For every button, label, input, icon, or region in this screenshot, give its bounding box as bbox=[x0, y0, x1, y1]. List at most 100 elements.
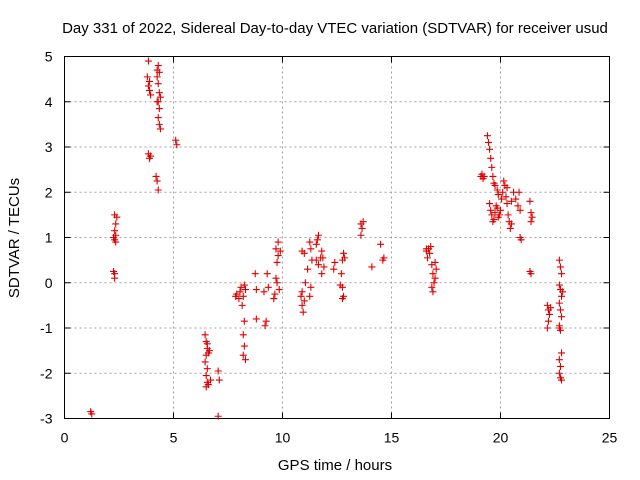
data-point bbox=[547, 304, 555, 312]
data-point bbox=[238, 301, 246, 309]
data-point bbox=[490, 215, 498, 223]
data-point bbox=[338, 295, 346, 303]
data-point bbox=[422, 245, 430, 253]
data-point bbox=[483, 132, 491, 140]
data-point bbox=[154, 186, 162, 194]
data-point bbox=[251, 270, 259, 278]
data-point bbox=[423, 254, 431, 262]
data-point bbox=[428, 283, 436, 291]
data-point bbox=[429, 270, 437, 278]
data-point bbox=[271, 290, 279, 298]
chart-title: Day 331 of 2022, Sidereal Day-to-day VTE… bbox=[62, 20, 608, 37]
data-point bbox=[555, 281, 563, 289]
data-point bbox=[201, 331, 209, 339]
data-point bbox=[272, 274, 280, 282]
data-point bbox=[306, 238, 314, 246]
data-point bbox=[544, 317, 552, 325]
x-tick-label: 5 bbox=[170, 430, 178, 446]
data-point bbox=[272, 245, 280, 253]
x-tick-label: 15 bbox=[384, 430, 400, 446]
data-point bbox=[558, 376, 566, 384]
data-point bbox=[273, 258, 281, 266]
y-tick-labels: -3 -2 -1 0 1 2 3 4 5 bbox=[40, 49, 53, 427]
data-point bbox=[559, 288, 567, 296]
y-tick-label: 0 bbox=[45, 275, 53, 291]
data-point bbox=[146, 86, 154, 94]
data-point bbox=[491, 209, 499, 217]
data-point bbox=[298, 288, 306, 296]
data-point bbox=[236, 288, 244, 296]
data-point bbox=[514, 202, 522, 210]
data-point bbox=[147, 152, 155, 160]
data-point bbox=[487, 206, 495, 214]
y-tick-label: 4 bbox=[45, 94, 53, 110]
data-point bbox=[314, 231, 322, 239]
data-point bbox=[527, 218, 535, 226]
data-point bbox=[313, 236, 321, 244]
data-point bbox=[112, 220, 120, 228]
data-point bbox=[273, 279, 281, 287]
data-point bbox=[495, 211, 503, 219]
data-point bbox=[558, 270, 566, 278]
data-point bbox=[543, 324, 551, 332]
data-point bbox=[503, 184, 511, 192]
data-point bbox=[377, 240, 385, 248]
data-point bbox=[498, 195, 506, 203]
data-point bbox=[337, 270, 345, 278]
x-tick-labels: 0 5 10 15 20 25 bbox=[61, 430, 618, 446]
data-point bbox=[270, 295, 278, 303]
data-point bbox=[338, 283, 346, 291]
data-point bbox=[263, 270, 271, 278]
data-point bbox=[357, 231, 365, 239]
data-point bbox=[144, 82, 152, 90]
data-point bbox=[154, 80, 162, 88]
data-point bbox=[203, 340, 211, 348]
data-point bbox=[239, 351, 247, 359]
data-point bbox=[488, 163, 496, 171]
data-point bbox=[239, 292, 247, 300]
data-point bbox=[429, 288, 437, 296]
data-point bbox=[240, 281, 248, 289]
data-point bbox=[205, 347, 213, 355]
data-point bbox=[491, 181, 499, 189]
data-point bbox=[172, 136, 180, 144]
data-point bbox=[239, 331, 247, 339]
data-point bbox=[235, 295, 243, 303]
data-point bbox=[480, 172, 488, 180]
data-point bbox=[507, 220, 515, 228]
data-point bbox=[494, 191, 502, 199]
x-tick-label: 0 bbox=[61, 430, 69, 446]
data-point bbox=[528, 213, 536, 221]
data-point bbox=[427, 243, 435, 251]
data-point bbox=[153, 73, 161, 81]
data-point bbox=[431, 274, 439, 282]
data-point bbox=[499, 188, 507, 196]
data-point bbox=[357, 220, 365, 228]
data-point bbox=[153, 98, 161, 106]
data-point bbox=[111, 211, 119, 219]
y-tick-label: 5 bbox=[45, 49, 53, 65]
y-tick-label: -3 bbox=[40, 411, 53, 427]
data-point bbox=[155, 120, 163, 128]
data-point bbox=[318, 247, 326, 255]
data-point bbox=[276, 247, 284, 255]
data-point bbox=[154, 114, 162, 122]
data-point bbox=[214, 367, 222, 375]
data-point bbox=[426, 249, 434, 257]
data-point bbox=[202, 372, 210, 380]
data-point bbox=[155, 68, 163, 76]
data-point bbox=[146, 77, 154, 85]
data-point bbox=[516, 234, 524, 241]
data-point bbox=[319, 254, 327, 262]
data-point bbox=[515, 188, 523, 196]
data-point bbox=[274, 252, 282, 260]
data-point bbox=[504, 211, 512, 219]
data-point bbox=[555, 369, 563, 377]
x-tick-label: 25 bbox=[602, 430, 618, 446]
data-point bbox=[110, 234, 118, 241]
data-point bbox=[240, 342, 248, 350]
y-axis-label: SDTVAR / TECUs bbox=[6, 178, 23, 298]
data-points bbox=[87, 57, 567, 420]
data-point bbox=[215, 376, 223, 384]
